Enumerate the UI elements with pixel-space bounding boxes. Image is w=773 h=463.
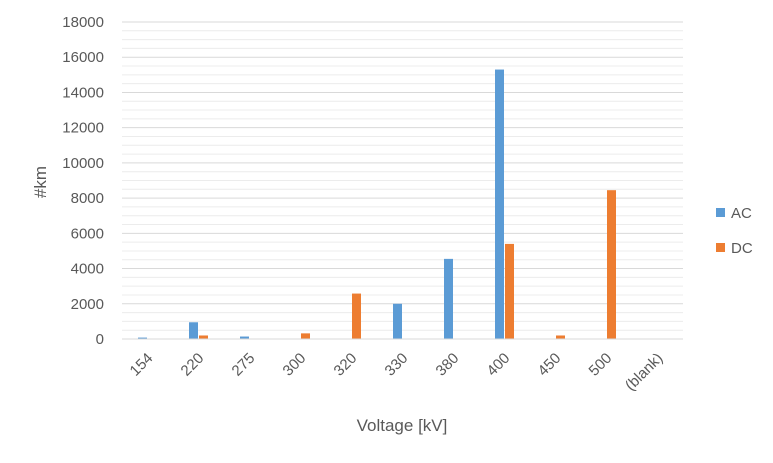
legend: AC DC: [716, 205, 753, 257]
x-tick-label: 400: [484, 350, 514, 380]
bar-dc-320: [352, 293, 361, 339]
x-tick-label: 450: [535, 350, 565, 380]
y-axis-title: #km: [31, 166, 50, 198]
x-tick-label: 154: [127, 350, 157, 380]
bar-ac-380: [444, 258, 453, 339]
y-tick-label: 16000: [62, 49, 104, 66]
x-tick-label: 320: [331, 350, 361, 380]
gridlines: [122, 21, 683, 331]
bar-dc-450: [556, 335, 565, 339]
bar-ac-220: [189, 322, 198, 339]
legend-swatch-dc: [716, 243, 725, 252]
x-tick-label: 500: [586, 350, 616, 380]
x-tick-label: 220: [178, 350, 208, 380]
bar-ac-154: [138, 337, 147, 339]
bar-dc-220: [199, 335, 208, 339]
y-tick-label: 0: [96, 331, 104, 348]
y-tick-label: 4000: [71, 261, 104, 278]
x-tick-label: 275: [229, 350, 259, 380]
x-axis-title: Voltage [kV]: [357, 416, 448, 435]
bar-ac-400: [495, 69, 504, 340]
bar-dc-500: [607, 190, 616, 339]
x-tick-label: 330: [382, 350, 412, 380]
x-axis-ticks: 154 220 275 300 320 330 380 400 450 500 (blank): [127, 350, 667, 394]
y-tick-label: 10000: [62, 155, 104, 172]
y-tick-label: 6000: [71, 225, 104, 242]
y-tick-label: 12000: [62, 120, 104, 137]
legend-label-dc: DC: [731, 240, 753, 257]
bars: [138, 69, 616, 340]
y-tick-label: 2000: [71, 296, 104, 313]
y-tick-label: 14000: [62, 84, 104, 101]
bar-ac-330: [393, 303, 402, 339]
y-tick-label: 18000: [62, 14, 104, 31]
bar-dc-300: [301, 333, 310, 339]
y-axis-ticks: 0 2000 4000 6000 8000 10000 12000 14000 16000 180…: [62, 14, 104, 348]
bar-ac-275: [240, 336, 249, 339]
x-tick-label: 380: [433, 350, 463, 380]
legend-swatch-ac: [716, 208, 725, 217]
y-tick-label: 8000: [71, 190, 104, 207]
x-tick-label: 300: [280, 350, 310, 380]
legend-label-ac: AC: [731, 205, 752, 222]
x-tick-label: (blank): [622, 350, 666, 394]
bar-dc-400: [505, 243, 514, 339]
